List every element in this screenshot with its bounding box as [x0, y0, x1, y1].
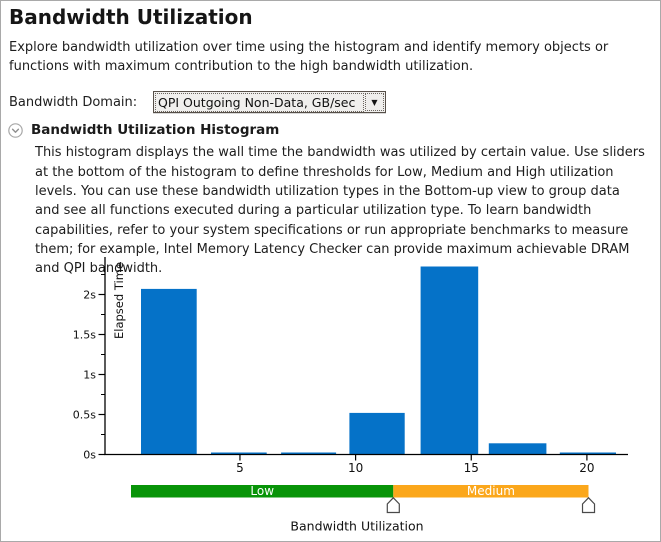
histogram-bar	[559, 452, 616, 455]
histogram-section-title: Bandwidth Utilization Histogram	[31, 122, 280, 139]
y-tick-label: 2s	[83, 289, 96, 302]
dropdown-arrow-icon[interactable]: ▼	[365, 93, 384, 112]
x-tick-label: 15	[464, 461, 479, 475]
bandwidth-domain-selected-value: QPI Outgoing Non-Data, GB/sec	[155, 92, 364, 112]
x-tick-label: 5	[236, 461, 244, 475]
histogram-section-description: This histogram displays the wall time th…	[35, 145, 645, 277]
threshold-segment-medium	[393, 485, 589, 498]
histogram-section-header: Bandwidth Utilization Histogram	[8, 122, 660, 138]
threshold-label-low: Low	[250, 484, 274, 498]
collapse-chevron-icon[interactable]	[8, 122, 23, 138]
bandwidth-domain-select[interactable]: QPI Outgoing Non-Data, GB/sec ▼	[153, 91, 386, 114]
histogram-bar	[420, 266, 479, 455]
x-axis-title: Bandwidth Utilization	[290, 519, 423, 534]
bandwidth-domain-label: Bandwidth Domain:	[9, 94, 138, 110]
y-tick-label: 0s	[83, 449, 96, 462]
threshold-segment-low	[131, 485, 394, 498]
y-axis-title: Elapsed Time	[112, 262, 126, 339]
histogram-bar	[281, 452, 337, 455]
x-tick-label: 20	[579, 461, 594, 475]
histogram-bar	[349, 412, 405, 455]
histogram-bar	[488, 443, 547, 455]
threshold-slider-handle[interactable]	[386, 496, 400, 514]
histogram-bar	[141, 288, 197, 455]
threshold-label-medium: Medium	[467, 484, 515, 498]
intro-text: Explore bandwidth utilization over time …	[9, 40, 609, 75]
bandwidth-domain-row: Bandwidth Domain: QPI Outgoing Non-Data,…	[9, 91, 660, 114]
histogram-bar	[211, 452, 267, 455]
x-tick-label: 10	[348, 461, 363, 475]
y-tick-label: 0.5s	[73, 409, 96, 422]
y-tick-label: 1s	[83, 369, 96, 382]
page-title: Bandwidth Utilization	[9, 5, 253, 29]
y-tick-label: 1.5s	[73, 329, 96, 342]
threshold-slider-handle[interactable]	[581, 496, 596, 514]
